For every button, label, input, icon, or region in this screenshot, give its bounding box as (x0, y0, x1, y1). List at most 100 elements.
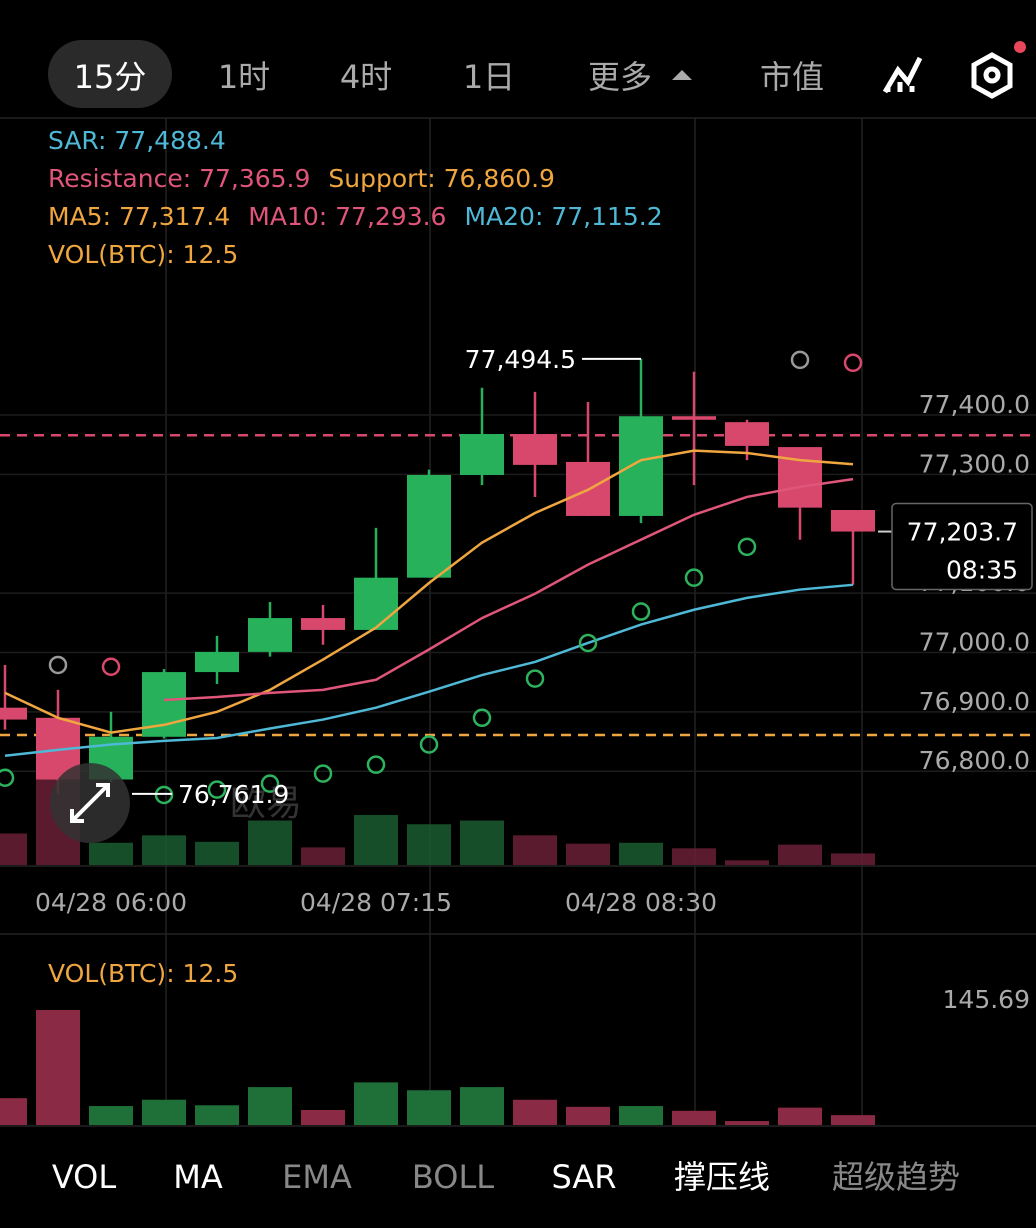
sar-dot (366, 755, 386, 774)
candle-body (725, 422, 769, 446)
volume-overlay-bar (142, 835, 186, 865)
y-tick-label: 76,900.0 (919, 687, 1030, 716)
volume-bar (672, 1110, 716, 1125)
y-tick-label: 77,000.0 (919, 627, 1030, 656)
indicator-text: Support: 76,860.9 (328, 164, 555, 193)
volume-overlay-bar (672, 848, 716, 865)
top-tab[interactable]: 15分 (74, 58, 147, 96)
indicator-text: MA20: 77,115.2 (464, 202, 662, 231)
indicator-tab[interactable]: EMA (282, 1158, 352, 1196)
ma-line (4, 449, 854, 734)
icon-line (882, 56, 923, 94)
indicator-line: VOL(BTC): 12.5 (48, 240, 238, 269)
y-tick-label: 77,400.0 (919, 390, 1030, 419)
candle-body (301, 618, 345, 630)
countdown: 08:35 (946, 556, 1018, 585)
candle-body (195, 651, 239, 673)
sar-dot (737, 537, 757, 557)
sar-dot (260, 774, 280, 793)
sar-dot (101, 657, 121, 676)
low-label: 76,761.9 (178, 780, 289, 809)
candle-body (407, 474, 451, 578)
indicator-tab[interactable]: VOL (52, 1158, 117, 1196)
volume-overlay-bar (195, 841, 239, 865)
candle-body (354, 577, 398, 630)
sar-dot (154, 785, 174, 805)
volume-title: VOL(BTC): 12.5 (48, 959, 238, 988)
sar-dot (48, 655, 68, 675)
sar-dot (419, 735, 439, 754)
indicator-tab[interactable]: MA (173, 1158, 223, 1196)
sar-dot (472, 708, 492, 728)
volume-overlay-bar (725, 860, 769, 865)
indicator-text: SAR: 77,488.4 (48, 126, 226, 155)
indicator-line: Resistance: 77,365.9 Support: 76,860.9 (48, 164, 555, 193)
volume-bar (513, 1099, 557, 1125)
indicator-tab[interactable]: 撑压线 (674, 1158, 770, 1196)
volume-bar (248, 1087, 292, 1125)
y-tick-label: 77,300.0 (919, 449, 1030, 478)
sar-dot (684, 568, 704, 587)
top-tab[interactable]: 1日 (463, 58, 515, 96)
sar-dot (843, 353, 863, 373)
chart-type-icon[interactable] (882, 56, 923, 94)
settings-icon[interactable] (971, 52, 1013, 99)
top-tab[interactable]: 1时 (218, 58, 270, 96)
sar-dot (0, 768, 15, 787)
volume-overlay-bar (831, 853, 875, 865)
indicator-tab[interactable]: SAR (551, 1158, 616, 1196)
sar-dot (578, 633, 598, 653)
candle-body (778, 447, 822, 508)
candle-body (0, 707, 27, 720)
candle-body (672, 416, 716, 420)
x-tick-label: 04/28 08:30 (565, 888, 717, 917)
indicator-text: MA5: 77,317.4 (48, 202, 230, 231)
volume-bar (460, 1087, 504, 1125)
volume-bar (36, 1010, 80, 1125)
indicator-line: MA5: 77,317.4 MA10: 77,293.6 MA20: 77,115.… (48, 202, 663, 231)
sar-dot (525, 669, 545, 688)
volume-overlay-bar (0, 833, 27, 865)
volume-bar (725, 1121, 769, 1125)
active-tab-pill (48, 40, 172, 108)
frame-lines (0, 117, 1036, 1127)
volume-bar (89, 1106, 133, 1125)
top-tab[interactable]: 4时 (340, 58, 392, 96)
last-price: 77,203.7 (907, 518, 1018, 547)
indicator-line: SAR: 77,488.4 (48, 126, 226, 155)
icon-hexagon (971, 52, 1013, 99)
last-price-box (891, 502, 1033, 591)
volume-overlay-bar (619, 842, 663, 865)
sar-dot (313, 764, 333, 783)
sar-dot (207, 780, 227, 799)
icon-center (983, 66, 1001, 84)
volume-overlay-bar (460, 820, 504, 865)
ma-line (163, 477, 854, 702)
top-tab[interactable]: 市值 (760, 58, 824, 96)
candle-body (460, 434, 504, 475)
volume-overlay-bar (513, 835, 557, 865)
dropdown-arrow (672, 70, 692, 80)
volume-bar (354, 1082, 398, 1125)
high-label: 77,494.5 (465, 345, 576, 374)
candle-body (513, 434, 557, 465)
volume-overlay-bar (778, 844, 822, 865)
expand-icon (70, 783, 110, 823)
indicator-text: VOL(BTC): 12.5 (48, 240, 238, 269)
volume-bar (142, 1099, 186, 1125)
indicator-tab[interactable]: 超级趋势 (832, 1158, 960, 1196)
x-tick-label: 04/28 07:15 (300, 888, 452, 917)
volume-bar (831, 1115, 875, 1125)
volume-overlay-bar (301, 847, 345, 865)
volume-overlay-bar (89, 842, 133, 865)
chart-layer: 15分1时4时1日更多市值77,400.077,300.077,100.077,… (0, 58, 1036, 1196)
indicator-tab[interactable]: BOLL (412, 1158, 494, 1196)
volume-bar (0, 1098, 27, 1125)
top-tab[interactable]: 更多 (588, 58, 652, 96)
indicator-text: Resistance: 77,365.9 (48, 164, 310, 193)
candle-body (831, 510, 875, 532)
y-tick-label: 76,800.0 (919, 746, 1030, 775)
sar-dot (790, 350, 810, 370)
